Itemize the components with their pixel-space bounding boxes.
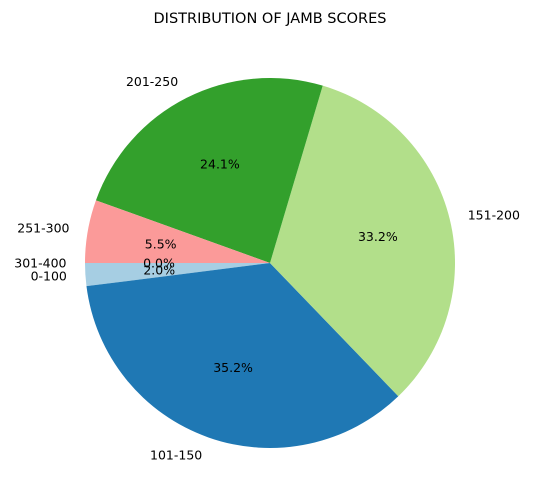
slice-pct-0-100: 2.0% [143,262,175,277]
pie-slice-201-250 [95,77,323,263]
pie-slice-151-200 [270,85,456,397]
slice-pct-151-200: 33.2% [358,229,398,244]
slice-label-151-200: 151-200 [468,207,520,222]
slice-label-0-100: 0-100 [31,268,67,283]
chart-title: DISTRIBUTION OF JAMB SCORES [154,11,387,27]
pie-slices [85,77,456,449]
slice-label-301-400: 301-400 [14,256,66,271]
pie-slice-0-100 [85,263,270,287]
pie-slice-101-150 [86,263,399,449]
slice-pct-101-150: 35.2% [213,360,253,375]
slice-label-201-250: 201-250 [126,74,178,89]
slice-label-101-150: 101-150 [150,447,202,462]
slice-pct-301-400: 0.0% [143,256,175,271]
slice-pct-251-300: 5.5% [145,236,177,251]
slice-pct-201-250: 24.1% [200,156,240,171]
pie-slice-251-300 [85,200,270,263]
pie-labels: 0-100 2.0% 101-150 35.2% 151-200 33.2% 201-250… [14,74,520,463]
slice-label-251-300: 251-300 [17,221,69,236]
